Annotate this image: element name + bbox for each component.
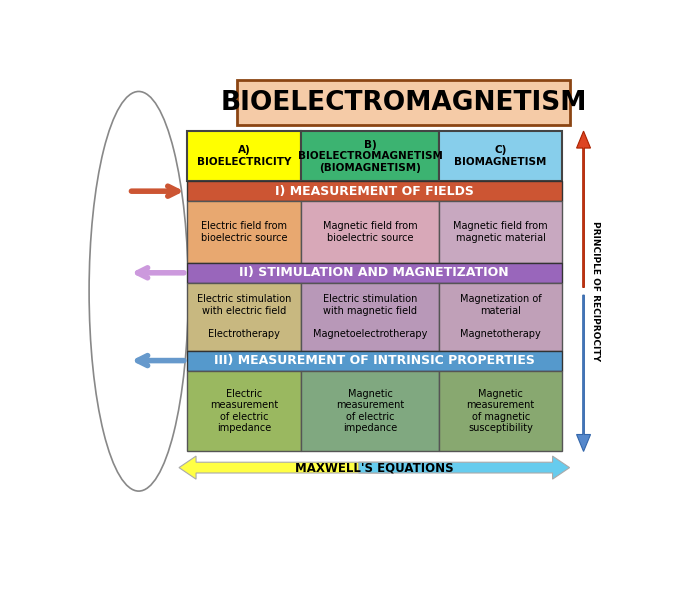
Polygon shape <box>359 456 570 479</box>
Bar <box>301 131 440 181</box>
Text: I) MEASUREMENT OF FIELDS: I) MEASUREMENT OF FIELDS <box>275 185 474 198</box>
Text: Magnetic field from
magnetic material: Magnetic field from magnetic material <box>453 221 548 243</box>
Text: PRINCIPLE OF RECIPROCITY: PRINCIPLE OF RECIPROCITY <box>592 221 601 361</box>
Text: Electric field from
bioelectric source: Electric field from bioelectric source <box>201 221 288 243</box>
Bar <box>301 201 440 263</box>
Polygon shape <box>577 295 590 451</box>
Text: Electric stimulation
with magnetic field

Magnetoelectrotherapy: Electric stimulation with magnetic field… <box>313 294 428 339</box>
Bar <box>186 131 301 181</box>
Bar <box>440 131 562 181</box>
Text: A)
BIOELECTRICITY: A) BIOELECTRICITY <box>197 145 291 167</box>
Text: Magnetization of
material

Magnetotherapy: Magnetization of material Magnetotherapy <box>460 294 541 339</box>
Bar <box>186 201 301 263</box>
Text: MAXWELL'S EQUATIONS: MAXWELL'S EQUATIONS <box>295 461 453 474</box>
Bar <box>440 371 562 451</box>
Text: B)
BIOELECTROMAGNETISM
(BIOMAGNETISM): B) BIOELECTROMAGNETISM (BIOMAGNETISM) <box>298 140 443 173</box>
Text: Magnetic
measurement
of electric
impedance: Magnetic measurement of electric impedan… <box>336 388 405 433</box>
Bar <box>301 371 440 451</box>
Text: Electric stimulation
with electric field

Electrotherapy: Electric stimulation with electric field… <box>197 294 291 339</box>
Bar <box>186 350 562 371</box>
Text: Magnetic
measurement
of magnetic
susceptibility: Magnetic measurement of magnetic suscept… <box>466 388 535 433</box>
Polygon shape <box>577 131 590 287</box>
Text: III) MEASUREMENT OF INTRINSIC PROPERTIES: III) MEASUREMENT OF INTRINSIC PROPERTIES <box>214 354 535 367</box>
Bar <box>186 181 562 201</box>
Text: Magnetic field from
bioelectric source: Magnetic field from bioelectric source <box>323 221 418 243</box>
Text: C)
BIOMAGNETISM: C) BIOMAGNETISM <box>455 145 547 167</box>
Bar <box>301 283 440 350</box>
Bar <box>440 201 562 263</box>
Bar <box>186 371 301 451</box>
Bar <box>237 80 570 125</box>
Polygon shape <box>179 456 390 479</box>
Bar <box>186 263 562 283</box>
Text: BIOELECTROMAGNETISM: BIOELECTROMAGNETISM <box>221 90 587 116</box>
Text: Electric
measurement
of electric
impedance: Electric measurement of electric impedan… <box>210 388 278 433</box>
Text: II) STIMULATION AND MAGNETIZATION: II) STIMULATION AND MAGNETIZATION <box>239 266 509 280</box>
Bar <box>186 283 301 350</box>
Bar <box>440 283 562 350</box>
